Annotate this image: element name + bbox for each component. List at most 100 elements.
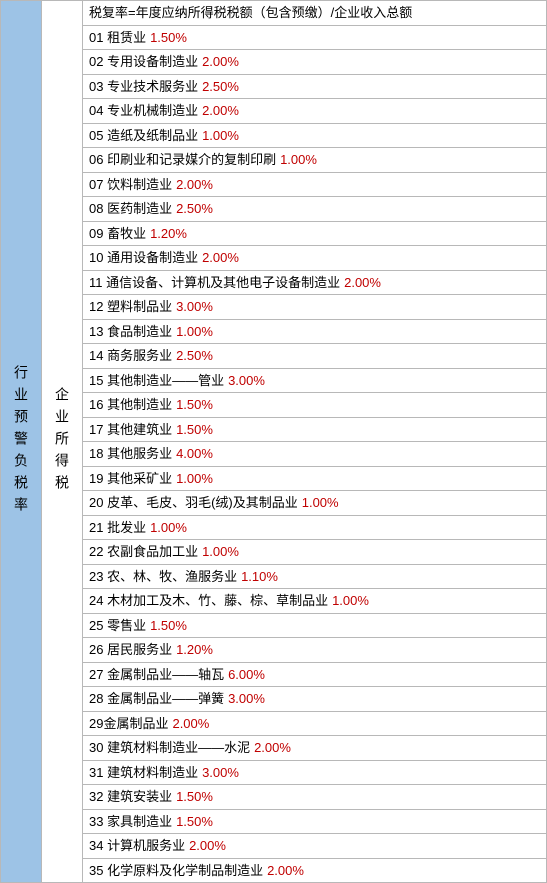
row-rate: 3.00% (228, 371, 265, 391)
row-rate: 1.00% (202, 542, 239, 562)
mid-header-cell: 企业所得税 (42, 0, 82, 883)
table-row: 06 印刷业和记录媒介的复制印刷1.00% (82, 147, 547, 172)
table-row: 11 通信设备、计算机及其他电子设备制造业2.00% (82, 270, 547, 295)
row-label: 32 建筑安装业 (89, 787, 172, 807)
row-rate: 2.00% (254, 738, 291, 758)
row-label: 26 居民服务业 (89, 640, 172, 660)
row-label: 30 建筑材料制造业——水泥 (89, 738, 250, 758)
table-row: 34 计算机服务业2.00% (82, 833, 547, 858)
tax-rate-table: 行业预警负税率 企业所得税 税复率=年度应纳所得税税额（包含预缴）/企业收入总额… (0, 0, 547, 883)
table-row: 24 木材加工及木、竹、藤、棕、草制品业1.00% (82, 588, 547, 613)
table-row: 33 家具制造业1.50% (82, 809, 547, 834)
row-label: 24 木材加工及木、竹、藤、棕、草制品业 (89, 591, 328, 611)
table-row: 32 建筑安装业1.50% (82, 784, 547, 809)
row-rate: 2.50% (176, 346, 213, 366)
row-rate: 1.00% (176, 322, 213, 342)
row-rate: 1.50% (176, 787, 213, 807)
row-label: 08 医药制造业 (89, 199, 172, 219)
table-row: 09 畜牧业1.20% (82, 221, 547, 246)
table-row: 30 建筑材料制造业——水泥2.00% (82, 735, 547, 760)
table-row: 25 零售业1.50% (82, 613, 547, 638)
row-rate: 2.00% (267, 861, 304, 881)
table-row: 07 饮料制造业2.00% (82, 172, 547, 197)
formula-row: 税复率=年度应纳所得税税额（包含预缴）/企业收入总额 (82, 0, 547, 25)
table-row: 10 通用设备制造业2.00% (82, 245, 547, 270)
row-label: 21 批发业 (89, 518, 146, 538)
table-row: 02 专用设备制造业2.00% (82, 49, 547, 74)
row-rate: 3.00% (176, 297, 213, 317)
row-label: 29金属制品业 (89, 714, 168, 734)
row-rate: 1.50% (176, 395, 213, 415)
row-label: 19 其他采矿业 (89, 469, 172, 489)
row-label: 04 专业机械制造业 (89, 101, 198, 121)
row-label: 14 商务服务业 (89, 346, 172, 366)
row-label: 16 其他制造业 (89, 395, 172, 415)
row-rate: 1.00% (176, 469, 213, 489)
table-row: 13 食品制造业1.00% (82, 319, 547, 344)
row-label: 27 金属制品业——轴瓦 (89, 665, 224, 685)
row-rate: 3.00% (202, 763, 239, 783)
row-label: 35 化学原料及化学制品制造业 (89, 861, 263, 881)
table-row: 19 其他采矿业1.00% (82, 466, 547, 491)
row-label: 15 其他制造业——管业 (89, 371, 224, 391)
row-label: 13 食品制造业 (89, 322, 172, 342)
table-row: 29金属制品业2.00% (82, 711, 547, 736)
row-rate: 1.50% (150, 616, 187, 636)
row-label: 22 农副食品加工业 (89, 542, 198, 562)
table-row: 04 专业机械制造业2.00% (82, 98, 547, 123)
mid-header-text: 企业所得税 (52, 387, 72, 497)
table-row: 21 批发业1.00% (82, 515, 547, 540)
row-rate: 2.00% (176, 175, 213, 195)
data-column: 税复率=年度应纳所得税税额（包含预缴）/企业收入总额 01 租赁业1.50%02… (82, 0, 547, 883)
row-rate: 1.00% (150, 518, 187, 538)
row-rate: 2.00% (202, 52, 239, 72)
row-rate: 1.00% (202, 126, 239, 146)
table-row: 20 皮革、毛皮、羽毛(绒)及其制品业1.00% (82, 490, 547, 515)
row-rate: 3.00% (228, 689, 265, 709)
table-row: 28 金属制品业——弹簧3.00% (82, 686, 547, 711)
row-label: 05 造纸及纸制品业 (89, 126, 198, 146)
row-rate: 2.50% (176, 199, 213, 219)
row-rate: 2.00% (189, 836, 226, 856)
formula-text: 税复率=年度应纳所得税税额（包含预缴）/企业收入总额 (89, 3, 412, 23)
row-label: 20 皮革、毛皮、羽毛(绒)及其制品业 (89, 493, 298, 513)
table-row: 01 租赁业1.50% (82, 25, 547, 50)
table-row: 05 造纸及纸制品业1.00% (82, 123, 547, 148)
row-label: 01 租赁业 (89, 28, 146, 48)
table-row: 26 居民服务业1.20% (82, 637, 547, 662)
row-label: 11 通信设备、计算机及其他电子设备制造业 (89, 273, 340, 293)
table-row: 14 商务服务业2.50% (82, 343, 547, 368)
row-label: 23 农、林、牧、渔服务业 (89, 567, 237, 587)
row-label: 33 家具制造业 (89, 812, 172, 832)
row-rate: 2.00% (202, 248, 239, 268)
table-row: 03 专业技术服务业2.50% (82, 74, 547, 99)
table-row: 08 医药制造业2.50% (82, 196, 547, 221)
row-label: 09 畜牧业 (89, 224, 146, 244)
row-label: 17 其他建筑业 (89, 420, 172, 440)
row-label: 34 计算机服务业 (89, 836, 185, 856)
row-rate: 2.00% (344, 273, 381, 293)
table-row: 15 其他制造业——管业3.00% (82, 368, 547, 393)
row-label: 10 通用设备制造业 (89, 248, 198, 268)
table-row: 31 建筑材料制造业3.00% (82, 760, 547, 785)
row-label: 03 专业技术服务业 (89, 77, 198, 97)
row-rate: 1.10% (241, 567, 278, 587)
table-row: 23 农、林、牧、渔服务业1.10% (82, 564, 547, 589)
row-label: 12 塑料制品业 (89, 297, 172, 317)
row-rate: 1.20% (150, 224, 187, 244)
table-row: 18 其他服务业4.00% (82, 441, 547, 466)
row-label: 18 其他服务业 (89, 444, 172, 464)
row-rate: 1.00% (302, 493, 339, 513)
table-row: 35 化学原料及化学制品制造业2.00% (82, 858, 547, 883)
table-row: 27 金属制品业——轴瓦6.00% (82, 662, 547, 687)
row-rate: 1.00% (280, 150, 317, 170)
row-label: 31 建筑材料制造业 (89, 763, 198, 783)
row-rate: 1.50% (150, 28, 187, 48)
table-row: 17 其他建筑业1.50% (82, 417, 547, 442)
row-rate: 1.00% (332, 591, 369, 611)
row-rate: 1.50% (176, 812, 213, 832)
row-rate: 2.50% (202, 77, 239, 97)
row-label: 06 印刷业和记录媒介的复制印刷 (89, 150, 276, 170)
row-label: 02 专用设备制造业 (89, 52, 198, 72)
left-header-cell: 行业预警负税率 (0, 0, 42, 883)
